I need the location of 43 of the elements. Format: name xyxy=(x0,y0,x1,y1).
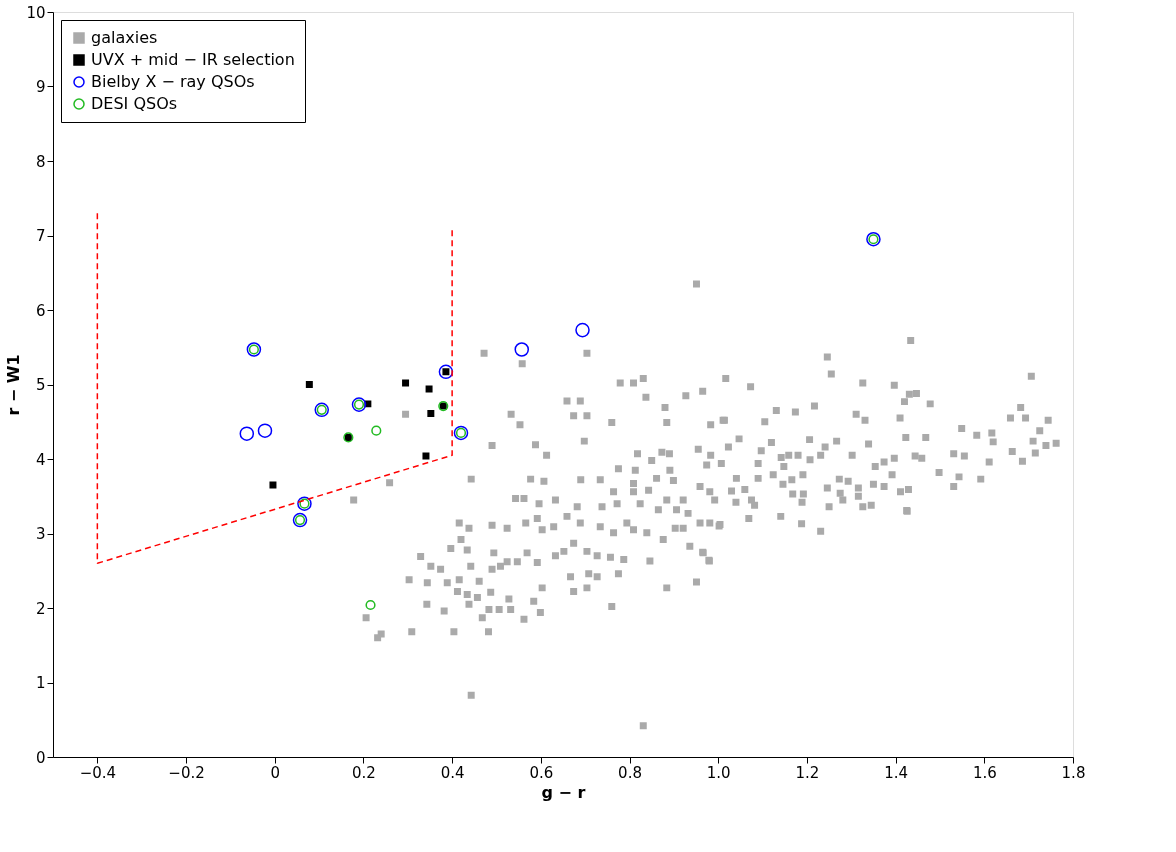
point xyxy=(425,385,433,393)
point xyxy=(422,452,430,460)
legend-label: Bielby X − ray QSOs xyxy=(91,72,255,91)
x-axis-title: g − r xyxy=(541,782,586,802)
x-tick-label: −0.4 xyxy=(79,763,117,782)
x-tick-label: 0.8 xyxy=(618,763,642,782)
y-tick-label: 3 xyxy=(35,525,46,543)
x-tick-label: 1.4 xyxy=(884,763,909,782)
y-tick-label: 4 xyxy=(35,450,46,469)
x-tick-label: 1.2 xyxy=(795,763,820,782)
point xyxy=(305,381,313,388)
x-tick-label: 0.2 xyxy=(352,763,376,782)
y-axis-title: r − W1 xyxy=(4,354,24,416)
x-tick-label: −0.2 xyxy=(168,763,205,782)
x-tick-label: 0.4 xyxy=(440,763,465,782)
point xyxy=(365,599,376,611)
x-tick-label: 1.6 xyxy=(972,763,997,782)
legend-label: DESI QSOs xyxy=(91,94,178,113)
y-tick-label: 5 xyxy=(35,376,46,394)
y-tick-label: 9 xyxy=(35,78,46,96)
y-tick-label: 1 xyxy=(35,674,46,692)
point xyxy=(257,423,273,438)
legend-label: UVX + mid − IR selection xyxy=(91,50,295,69)
point xyxy=(269,481,277,489)
y-tick-label: 0 xyxy=(35,748,46,767)
point xyxy=(427,410,435,418)
point xyxy=(402,379,410,387)
point xyxy=(371,425,382,436)
x-tick-label: 1.0 xyxy=(706,763,731,782)
y-tick-label: 7 xyxy=(35,227,46,245)
y-tick-label: 10 xyxy=(26,3,46,22)
x-tick-label: 0 xyxy=(270,763,281,782)
y-tick-label: 8 xyxy=(35,152,46,171)
y-tick-label: 2 xyxy=(35,599,46,618)
legend-label: galaxies xyxy=(91,28,158,47)
point xyxy=(514,342,530,357)
point xyxy=(438,364,454,380)
x-tick-label: 0.6 xyxy=(529,763,554,782)
line-series xyxy=(96,212,453,565)
point xyxy=(239,426,255,441)
point xyxy=(575,322,590,338)
x-tick-label: 1.8 xyxy=(1061,763,1086,782)
y-tick-label: 6 xyxy=(35,301,46,320)
